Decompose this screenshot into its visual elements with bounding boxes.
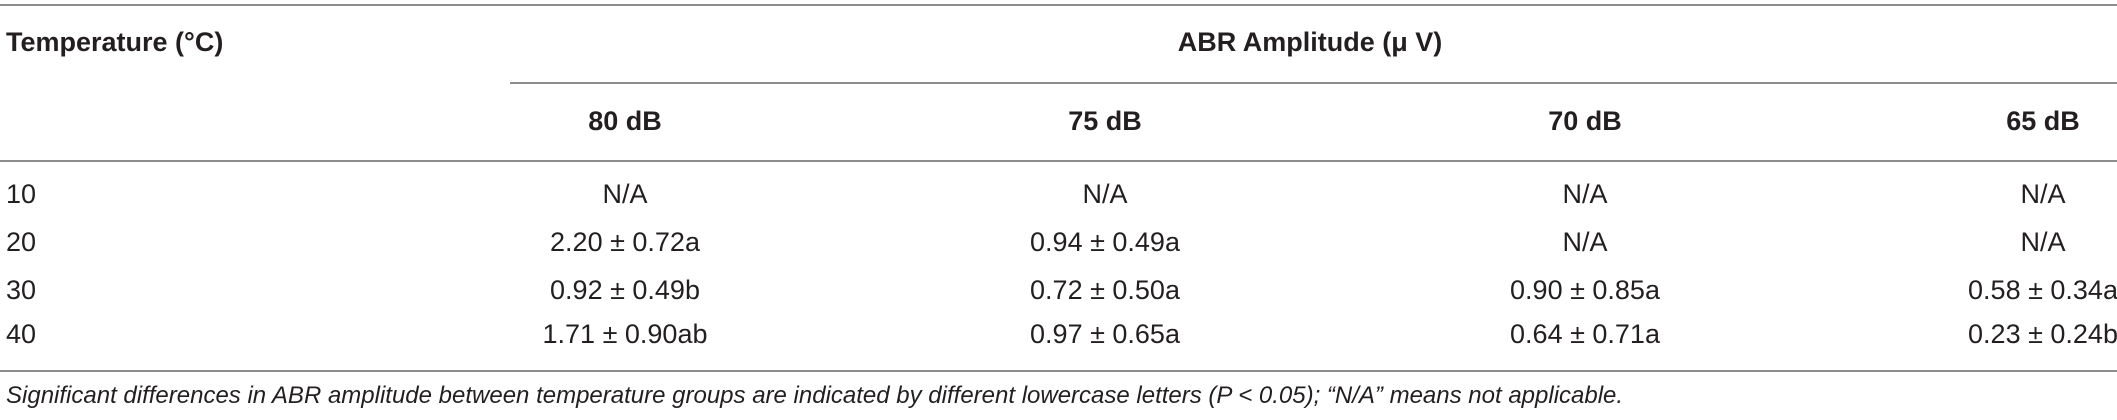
table-cell: N/A (1562, 179, 1608, 209)
row-temperature: 20 (6, 227, 37, 257)
table-cell: N/A (1562, 227, 1608, 257)
table-cell: 2.20 ± 0.72a (550, 227, 700, 257)
row-temperature: 30 (6, 275, 37, 305)
table-footnote: Significant differences in ABR amplitude… (6, 382, 1624, 409)
table-cell: 0.92 ± 0.49b (550, 275, 700, 305)
table-cell: 1.71 ± 0.90ab (542, 319, 708, 349)
row-header-label: Temperature (°C) (6, 27, 224, 57)
table-cell: 0.23 ± 0.24b (1968, 319, 2117, 349)
row-temperature: 10 (6, 179, 37, 209)
table-cell: 0.97 ± 0.65a (1030, 319, 1180, 349)
table-cell: N/A (2020, 227, 2066, 257)
header-rule (0, 160, 2117, 162)
table-cell: 0.58 ± 0.34a (1968, 275, 2117, 305)
group-rule (510, 82, 2117, 84)
table-cell: 0.64 ± 0.71a (1510, 319, 1660, 349)
column-header-80db: 80 dB (588, 106, 662, 136)
group-header-label: ABR Amplitude (μ V) (1177, 27, 1443, 57)
column-header-70db: 70 dB (1548, 106, 1622, 136)
row-temperature: 40 (6, 319, 37, 349)
table-cell: N/A (602, 179, 648, 209)
table-cell: 0.94 ± 0.49a (1030, 227, 1180, 257)
table-cell: 0.72 ± 0.50a (1030, 275, 1180, 305)
table-cell: 0.90 ± 0.85a (1510, 275, 1660, 305)
bottom-rule (0, 370, 2117, 372)
column-header-65db: 65 dB (2006, 106, 2080, 136)
column-header-75db: 75 dB (1068, 106, 1142, 136)
top-rule (0, 4, 2117, 6)
table-cell: N/A (1082, 179, 1128, 209)
table-cell: N/A (2020, 179, 2066, 209)
